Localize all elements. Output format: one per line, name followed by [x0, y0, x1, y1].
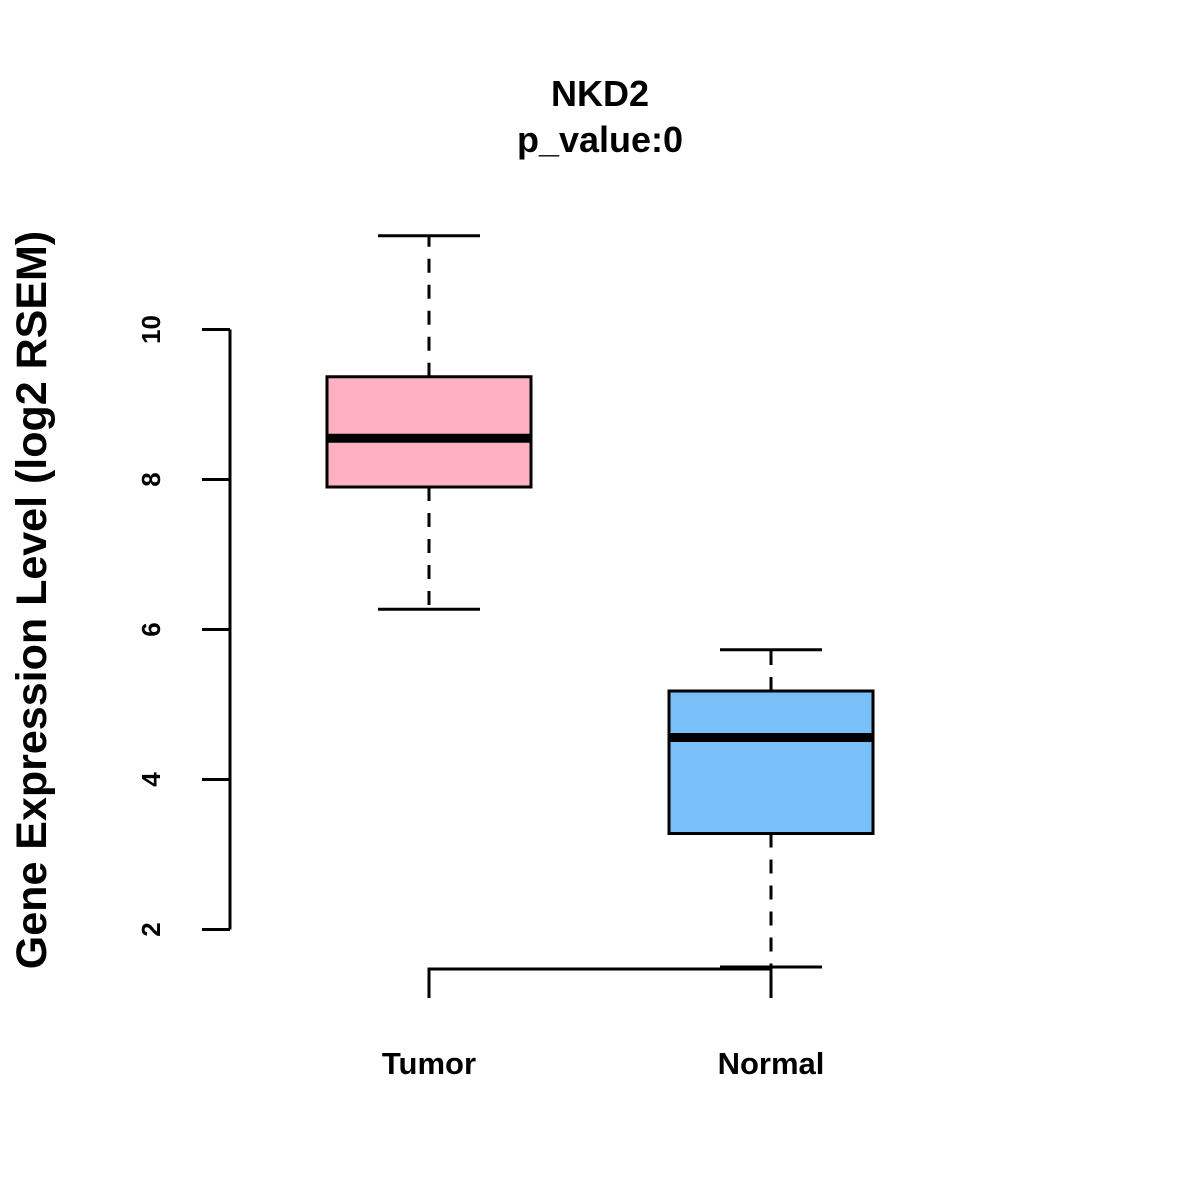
chart-title: NKD2 — [551, 73, 649, 114]
box-normal — [667, 648, 875, 969]
x-tick-label-tumor: Tumor — [382, 1046, 476, 1081]
chart-subtitle: p_value:0 — [517, 119, 683, 160]
interquartile-box — [667, 689, 875, 835]
interquartile-box — [325, 375, 533, 489]
y-tick-label: 4 — [136, 772, 166, 787]
boxes-group — [325, 234, 875, 969]
bracket-line — [427, 967, 773, 998]
box-tumor — [325, 234, 533, 611]
comparison-bracket — [427, 967, 773, 998]
y-tick-label: 10 — [136, 315, 166, 344]
x-tick-label-normal: Normal — [718, 1046, 825, 1081]
category-labels: Tumor Normal — [382, 1046, 824, 1081]
y-axis-label: Gene Expression Level (log2 RSEM) — [8, 231, 56, 969]
y-axis: 2 4 6 8 10 — [136, 315, 232, 937]
y-tick-label: 6 — [136, 622, 166, 636]
y-tick-label: 8 — [136, 472, 166, 486]
y-tick-label: 2 — [136, 922, 166, 936]
